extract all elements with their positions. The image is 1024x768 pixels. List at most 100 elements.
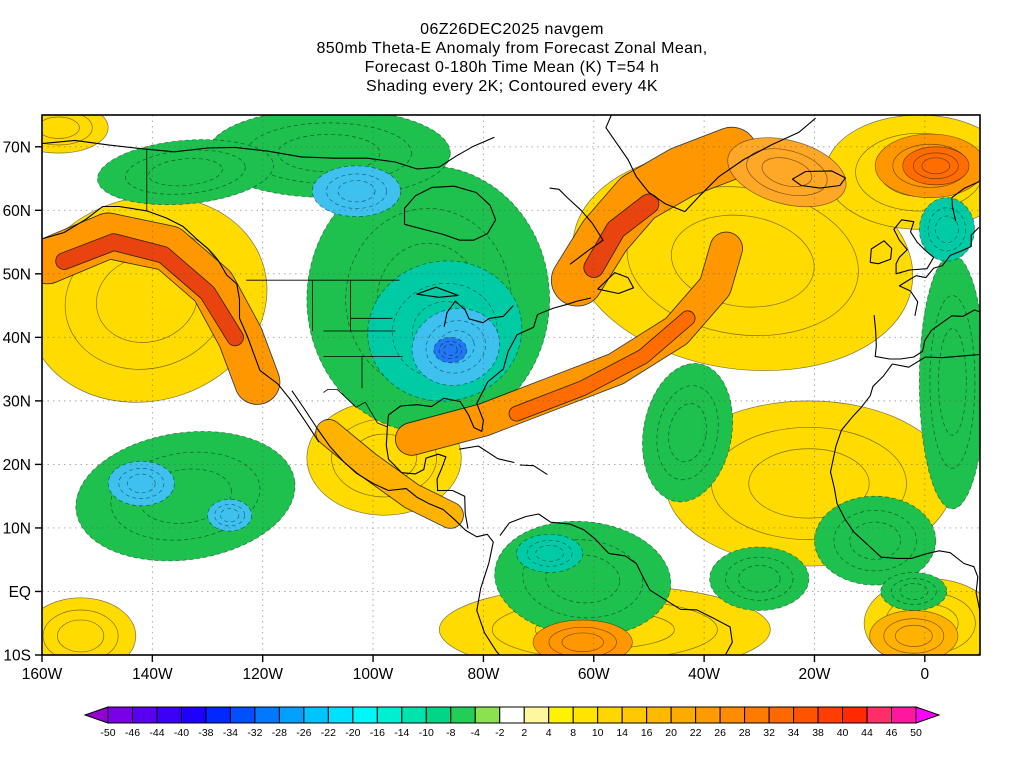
colorbar-tick-label: 26 [714,727,726,739]
north-america-cool-wash-contour [306,165,550,433]
colorbar-cell [499,706,525,724]
coastline [403,185,497,241]
coastlines [42,115,980,655]
caribbean-cool-teal-contour [516,533,584,573]
coastline [869,240,893,265]
sw-corner-warm-wash-contour [42,609,119,655]
na-cool-blue-core-contour [433,337,468,364]
coastline [791,170,846,189]
na-cool-blue-core [433,337,467,363]
west-coast-warm-core [56,234,244,346]
y-tick-label: EQ [9,584,31,601]
colorbar-cell [842,706,868,724]
title-line-2: 850mb Theta-E Anomaly from Forecast Zona… [316,40,708,57]
tropical-pacific-cyan-2 [207,499,252,532]
colorbar-tick-label: 10 [592,727,604,739]
colorbar-cell [229,706,256,724]
x-tick-label: 120W [242,666,283,683]
colorbar-tick-label: -10 [419,727,434,739]
colorbar-tick-label: -32 [247,727,262,739]
arctic-cool-cyan-contour [312,165,401,217]
colorbar-tick-label: 34 [788,727,800,739]
colorbar-cell [450,706,476,724]
colorbar-cell [548,706,574,724]
colorbar-cell [352,706,378,724]
political-border [323,389,388,428]
west-africa-cool-wash-contour [814,495,937,586]
equatorial-atlantic-cool-wash [709,547,809,611]
colorbar-tick-label: -34 [223,727,238,739]
ne-pacific-warm-wash-contour [42,195,268,403]
colorbar-left-arrow [83,706,109,724]
europe-africa-cool-strip [919,254,980,509]
colorbar-tick-label: -44 [149,727,164,739]
na-cool-cyan-core-contour [437,330,475,364]
title-line-3: Forecast 0-180h Time Mean (K) T=54 h [364,59,660,76]
colorbar-tick-label: 28 [739,727,751,739]
africa-south-warm-core-contour [883,618,945,654]
y-tick-label: 20N [3,457,31,474]
chart-title: 06Z26DEC2025 navgem 850mb Theta-E Anomal… [0,20,1024,96]
greenland-warm-blob-contour [727,137,847,207]
colorbar-cell [327,706,354,724]
tropical-pacific-cyan-2-contour [207,499,253,532]
coastline [291,390,494,543]
mid-atlantic-cool-wash [642,363,733,502]
colorbar-tick-label: -46 [125,727,140,739]
coastline [459,445,515,464]
colorbar-cell [156,706,182,724]
south-tropics-warm-core-contour [532,619,633,655]
scandinavia-warm-inner-contour [921,157,951,175]
tropical-pacific-cyan-2-contour [219,508,240,523]
coastline [385,426,469,529]
scandinavia-warm-wash-contour [855,132,980,212]
scandinavia-warm-inner [902,146,969,185]
x-tick-label: 60W [578,666,610,683]
south-tropics-warm-core [533,620,633,655]
colorbar-right-arrow [915,706,941,724]
south-tropics-warm-core-contour [548,626,617,655]
coastline [951,181,980,222]
na-cool-blue-core-contour [443,344,458,356]
equatorial-atlantic-cool-wash-contour [709,546,810,611]
colorbar-tick-label: -28 [272,727,287,739]
x-tick-label: 100W [353,666,394,683]
na-cool-cyan-core-contour [425,320,486,374]
x-tick-label: 140W [132,666,173,683]
guinea-cool-patch [880,572,947,611]
colorbar-cell [474,706,501,724]
tropical-pacific-cool-wash-contour [139,468,232,524]
uk-cool-teal-contour [927,207,967,252]
west-africa-cool-wash-contour [833,510,917,572]
colorbar-cell [278,706,305,724]
coastline [605,115,686,213]
colorbar-tick-label: 14 [616,727,628,739]
colorbar-cell [719,706,746,724]
coastline [443,300,514,327]
equatorial-atlantic-cool-wash-contour [725,556,794,601]
equatorial-atlantic-cool-wash-contour [738,565,781,593]
x-tick-label: 20W [799,666,831,683]
colorbar-cell [817,706,844,724]
guinea-cool-patch-contour [880,572,948,611]
sw-corner-warm-wash-contour [42,597,137,655]
colorbar-tick-label: -20 [345,727,360,739]
x-tick-label: 160W [22,666,63,683]
colorbar-tick-label: 4 [546,727,552,739]
uk-cool-teal-contour [934,215,959,244]
africa-south-warm-core-contour [869,610,959,655]
y-tick-label: 50N [3,266,31,283]
colorbar-tick-label: 32 [763,727,775,739]
x-tick-label: 40W [688,666,720,683]
pacific-nw-cool-wash-contour [148,158,223,187]
pacific-nw-cool-wash-contour [97,139,274,206]
colorbar-tick-label: -26 [296,727,311,739]
x-tick-label: 0 [921,666,930,683]
mid-atlantic-cool-wash-contour [642,363,734,503]
tropical-pacific-cyan-1 [108,461,175,506]
africa-south-warm-core-contour [894,624,933,647]
colorbar-tick-label: 22 [690,727,702,739]
europe-africa-cool-strip-contour [918,254,980,510]
